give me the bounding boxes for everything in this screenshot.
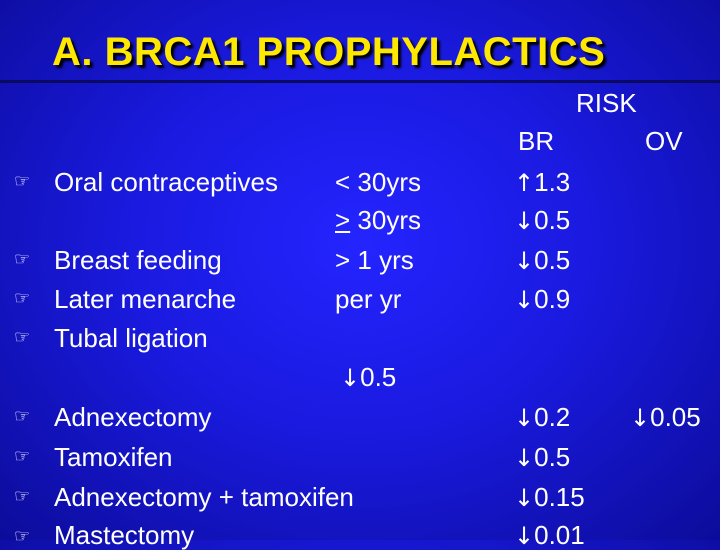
br-value-later-menarche: ↓0.9: [514, 284, 571, 314]
row-label-tamoxifen: Tamoxifen: [54, 442, 173, 472]
row-label-mastectomy: Mastectomy: [54, 520, 195, 550]
row-label-later-menarche: Later menarche: [54, 284, 237, 314]
down-arrow-icon: ↓: [514, 207, 535, 235]
row-label-breast-feeding: Breast feeding: [54, 245, 222, 275]
br-value-adnexectomy-tamoxifen: ↓0.15: [514, 482, 585, 512]
ov-value-adnexectomy: ↓0.05: [630, 402, 701, 432]
br-value-oral-over-30: ↓0.5: [514, 205, 571, 235]
row-label-tubal-ligation: Tubal ligation: [54, 323, 208, 353]
column-br-header: BR: [518, 126, 555, 156]
condition-over-30: > 30yrs: [335, 205, 421, 235]
down-arrow-icon: ↓: [514, 484, 535, 512]
down-arrow-icon: ↓: [630, 404, 651, 432]
column-ov-header: OV: [645, 126, 683, 156]
down-arrow-icon: ↓: [514, 404, 535, 432]
pointing-hand-icon: ☞: [14, 288, 31, 308]
condition-later-menarche: per yr: [335, 284, 402, 314]
br-value-breast-feeding: ↓0.5: [514, 245, 571, 275]
br-value-oral: ↑1.3: [514, 167, 571, 197]
slide-title: A. BRCA1 PROPHYLACTICS: [52, 30, 606, 74]
down-arrow-icon: ↓: [514, 286, 535, 314]
br-value-adnexectomy: ↓0.2: [514, 402, 571, 432]
condition-under-30: < 30yrs: [335, 167, 421, 197]
br-value-tamoxifen: ↓0.5: [514, 442, 571, 472]
down-arrow-icon: ↓: [340, 364, 361, 392]
row-label-oral-contraceptives: Oral contraceptives: [54, 167, 278, 197]
risk-header: RISK: [576, 88, 637, 118]
pointing-hand-icon: ☞: [14, 249, 31, 269]
down-arrow-icon: ↓: [514, 247, 535, 275]
br-value-mastectomy: ↓0.01: [514, 520, 585, 550]
title-underline: [0, 80, 720, 83]
down-arrow-icon: ↓: [514, 444, 535, 472]
up-arrow-icon: ↑: [514, 169, 535, 197]
pointing-hand-icon: ☞: [14, 486, 31, 506]
pointing-hand-icon: ☞: [14, 526, 31, 546]
condition-breast-feeding: > 1 yrs: [335, 245, 414, 275]
pointing-hand-icon: ☞: [14, 327, 31, 347]
pointing-hand-icon: ☞: [14, 406, 31, 426]
row-label-adnexectomy: Adnexectomy: [54, 402, 212, 432]
pointing-hand-icon: ☞: [14, 446, 31, 466]
ov-value-tubal-ligation: ↓0.5: [340, 362, 397, 392]
row-label-adnexectomy-tamoxifen: Adnexectomy + tamoxifen: [54, 482, 354, 512]
down-arrow-icon: ↓: [514, 522, 535, 550]
pointing-hand-icon: ☞: [14, 171, 31, 191]
